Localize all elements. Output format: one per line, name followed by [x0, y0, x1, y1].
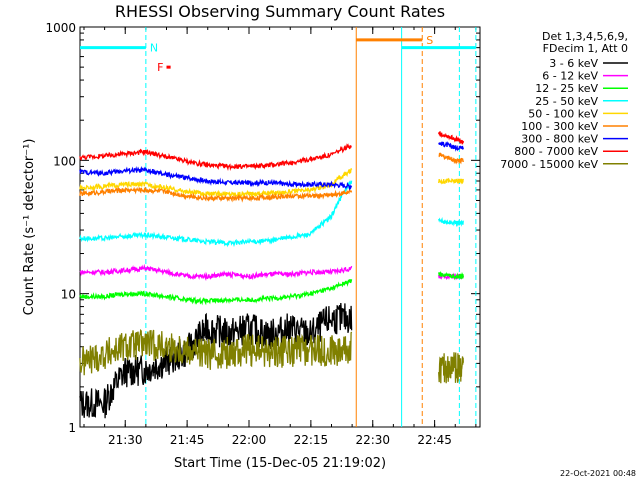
legend-label-6: 300 - 800 keV [521, 133, 598, 146]
legend-det-line: Det 1,3,4,5,6,9, [542, 30, 628, 43]
marker-label-s: S [426, 34, 433, 47]
series-line-50-100kev-1 [438, 177, 464, 185]
series-line-6-12kev-0 [79, 263, 353, 282]
footer-timestamp: 22-Oct-2021 00:48 [560, 469, 636, 478]
series-line-12-25kev-1 [438, 271, 464, 281]
series-line-300-800kev-0 [79, 165, 353, 191]
x-tick-label-0: 21:30 [108, 433, 143, 447]
x-tick-label-5: 22:45 [417, 433, 452, 447]
legend-label-2: 12 - 25 keV [535, 82, 598, 95]
series-line-3-6kev-0 [79, 302, 353, 419]
y-tick-label-0: 1 [68, 421, 76, 435]
series-line-12-25kev-0 [79, 279, 353, 306]
series-line-800-7000kev-0 [79, 143, 352, 172]
series-line-7000-15000kev-1 [438, 352, 464, 384]
series-line-25-50kev-1 [438, 216, 464, 228]
series-line-100-300kev-1 [438, 152, 464, 165]
y-tick-label-3: 1000 [45, 21, 76, 35]
legend-label-1: 6 - 12 keV [542, 70, 598, 83]
y-axis-label: Count Rate (s⁻¹ detector⁻¹) [22, 139, 37, 316]
series-line-800-7000kev-1 [438, 131, 464, 145]
legend-label-7: 800 - 7000 keV [514, 145, 598, 158]
legend-fdecim-line: FDecim 1, Att 0 [543, 42, 628, 55]
y-tick-label-1: 10 [61, 288, 76, 302]
x-tick-label-1: 21:45 [170, 433, 205, 447]
legend-label-3: 25 - 50 keV [535, 95, 598, 108]
x-tick-label-2: 22:00 [232, 433, 267, 447]
series-line-25-50kev-0 [79, 180, 353, 248]
markers-layer: NF S [80, 34, 476, 74]
x-tick-label-4: 22:30 [355, 433, 390, 447]
marker-label-n: N [150, 42, 158, 55]
series-line-50-100kev-0 [79, 168, 353, 199]
y-tick-label-2: 100 [53, 154, 76, 168]
x-tick-label-3: 22:15 [294, 433, 329, 447]
series-line-7000-15000kev-0 [79, 328, 353, 376]
series-layer [79, 131, 464, 419]
legend-label-8: 7000 - 15000 keV [500, 158, 598, 171]
plot-frame [79, 26, 481, 428]
axes-layer: 21:30 21:45 22:00 22:15 22:30 22:45 1 10 100 1000 [45, 21, 480, 447]
legend-label-0: 3 - 6 keV [549, 57, 598, 70]
legend-label-5: 100 - 300 keV [521, 120, 598, 133]
chart-title: RHESSI Observing Summary Count Rates [115, 2, 445, 21]
series-line-300-800kev-1 [438, 140, 464, 152]
marker-label-f: F [157, 61, 163, 74]
legend-label-4: 50 - 100 keV [528, 107, 598, 120]
vertical-lines-layer [145, 27, 477, 427]
series-line-100-300kev-0 [79, 185, 353, 203]
x-axis-label: Start Time (15-Dec-05 21:19:02) [174, 456, 386, 471]
